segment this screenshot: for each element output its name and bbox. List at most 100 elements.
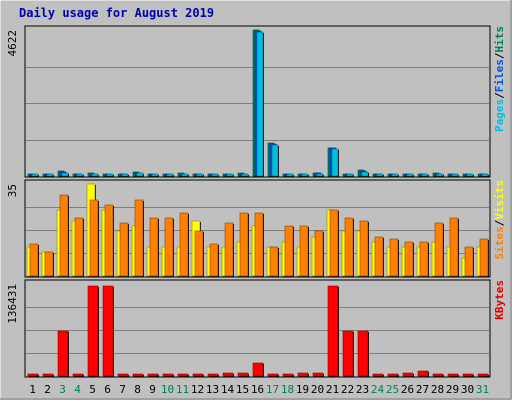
plot-area-bottom <box>24 279 491 378</box>
x-label-day-14: 14 <box>221 383 235 396</box>
bar-pages-day-26 <box>406 173 414 177</box>
x-label-day-1: 1 <box>29 383 36 396</box>
bar-pages-day-11 <box>181 173 189 177</box>
bar-kbytes-day-22 <box>342 330 354 377</box>
x-label-day-7: 7 <box>119 383 126 396</box>
bar-kbytes-day-17 <box>267 373 279 377</box>
bar-pages-day-6 <box>106 173 114 177</box>
chart-title: Daily usage for August 2019 <box>19 6 214 20</box>
x-label-day-12: 12 <box>191 383 204 396</box>
bar-pages-day-8 <box>136 172 144 177</box>
bar-sites-day-13 <box>209 243 219 277</box>
bar-pages-day-19 <box>301 173 309 177</box>
bar-sites-day-14 <box>224 222 234 277</box>
bar-kbytes-day-25 <box>387 373 399 377</box>
x-label-day-2: 2 <box>44 383 51 396</box>
bar-pages-day-15 <box>241 173 249 177</box>
x-label-day-23: 23 <box>356 383 369 396</box>
bar-pages-day-5 <box>91 173 99 177</box>
bar-kbytes-day-19 <box>297 372 309 377</box>
x-label-day-25: 25 <box>386 383 399 396</box>
panel-bottom: 136431 KBytes <box>6 279 506 378</box>
x-label-day-6: 6 <box>104 383 111 396</box>
bar-sites-day-10 <box>164 217 174 277</box>
x-label-day-10: 10 <box>161 383 174 396</box>
bar-kbytes-day-12 <box>192 373 204 377</box>
bar-sites-day-23 <box>359 220 369 277</box>
bar-pages-day-20 <box>316 173 324 177</box>
x-label-day-20: 20 <box>311 383 324 396</box>
bar-sites-day-18 <box>284 225 294 277</box>
bar-pages-day-13 <box>211 173 219 177</box>
x-label-day-19: 19 <box>296 383 309 396</box>
legend-entry: / <box>493 92 506 99</box>
chart-panels: 4622 Pages/Files/Hits 35 Sites/Visits 136431… <box>6 25 506 378</box>
panel-middle: 35 Sites/Visits <box>6 179 506 278</box>
x-label-day-8: 8 <box>134 383 141 396</box>
bar-pages-day-3 <box>61 172 69 177</box>
bar-sites-day-22 <box>344 217 354 277</box>
y-max-label-top: 4622 <box>6 30 19 57</box>
bar-sites-day-29 <box>449 217 459 277</box>
bar-kbytes-day-23 <box>357 330 369 377</box>
x-label-day-30: 30 <box>461 383 474 396</box>
legend-middle: Sites/Visits <box>493 180 506 260</box>
legend-entry: / <box>493 219 506 226</box>
bar-kbytes-day-14 <box>222 372 234 377</box>
bar-kbytes-day-29 <box>447 373 459 377</box>
bar-kbytes-day-21 <box>327 285 339 377</box>
bar-pages-day-23 <box>361 171 369 177</box>
legend-top: Pages/Files/Hits <box>493 26 506 132</box>
bar-kbytes-day-6 <box>102 285 114 377</box>
bar-kbytes-day-2 <box>42 373 54 377</box>
bar-sites-day-9 <box>149 217 159 277</box>
x-label-day-22: 22 <box>341 383 354 396</box>
bar-sites-day-30 <box>464 246 474 277</box>
legend-entry: KBytes <box>493 280 506 320</box>
x-label-day-15: 15 <box>236 383 249 396</box>
bar-pages-day-30 <box>466 173 474 177</box>
legend-entry: / <box>493 52 506 59</box>
bar-pages-day-2 <box>46 173 54 177</box>
bar-pages-day-9 <box>151 173 159 177</box>
bar-pages-day-10 <box>166 173 174 177</box>
bar-kbytes-day-15 <box>237 372 249 377</box>
bar-pages-day-7 <box>121 173 129 177</box>
bar-pages-day-17 <box>271 144 279 177</box>
bar-kbytes-day-11 <box>177 373 189 377</box>
bar-pages-day-12 <box>196 173 204 177</box>
bar-kbytes-day-7 <box>117 373 129 377</box>
y-max-label-middle: 35 <box>6 184 19 197</box>
bar-sites-day-20 <box>314 230 324 277</box>
bar-pages-day-14 <box>226 173 234 177</box>
bar-pages-day-16 <box>256 31 264 177</box>
bar-kbytes-day-1 <box>27 373 39 377</box>
bar-pages-day-22 <box>346 173 354 177</box>
bar-kbytes-day-18 <box>282 373 294 377</box>
legend-entry: Pages <box>493 99 506 132</box>
bar-sites-day-27 <box>419 241 429 277</box>
bar-sites-day-16 <box>254 212 264 277</box>
bar-kbytes-day-20 <box>312 372 324 377</box>
bar-pages-day-18 <box>286 173 294 177</box>
bar-sites-day-4 <box>74 217 84 277</box>
bar-kbytes-day-16 <box>252 362 264 377</box>
bar-pages-day-29 <box>451 173 459 177</box>
x-label-day-11: 11 <box>176 383 189 396</box>
bar-kbytes-day-10 <box>162 373 174 377</box>
panel-top: 4622 Pages/Files/Hits <box>6 25 506 178</box>
x-label-day-4: 4 <box>74 383 81 396</box>
x-label-day-27: 27 <box>416 383 429 396</box>
x-label-day-26: 26 <box>401 383 414 396</box>
bar-pages-day-31 <box>481 173 489 177</box>
bar-sites-day-21 <box>329 209 339 277</box>
bar-sites-day-1 <box>29 243 39 277</box>
bar-pages-day-27 <box>421 173 429 177</box>
bar-sites-day-7 <box>119 222 129 277</box>
bar-sites-day-26 <box>404 241 414 277</box>
bar-pages-day-1 <box>31 173 39 177</box>
legend-bottom: KBytes <box>493 280 506 320</box>
bar-kbytes-day-24 <box>372 373 384 377</box>
